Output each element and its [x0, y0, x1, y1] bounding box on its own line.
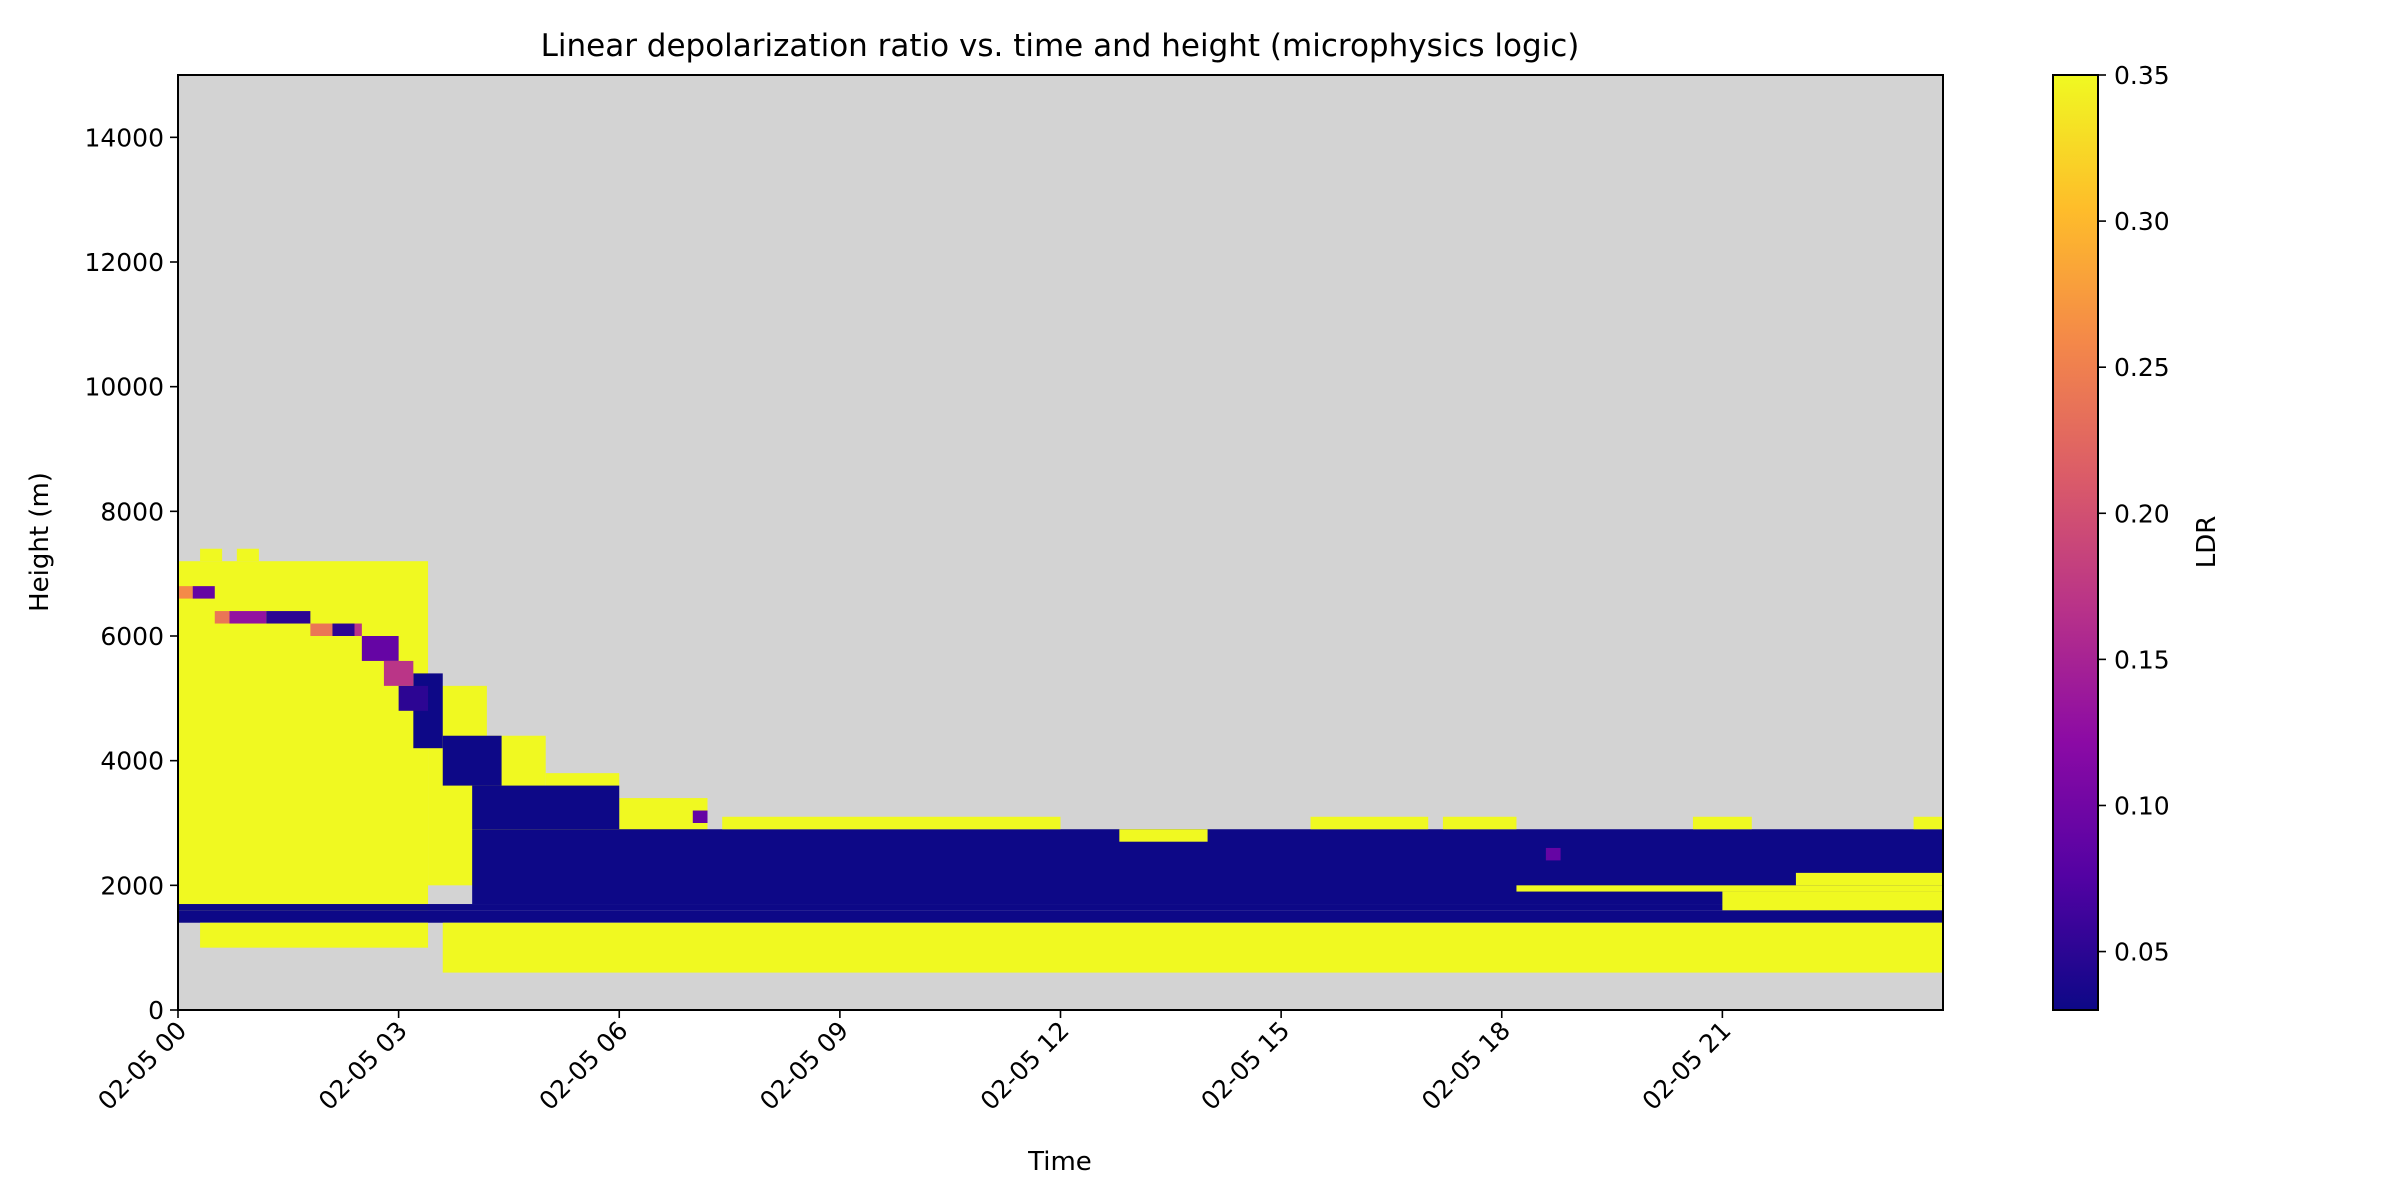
heatmap-cell: [1913, 816, 1943, 830]
x-tick-label: 02-05 12: [975, 1016, 1075, 1116]
heatmap-cell: [1795, 872, 1943, 886]
heatmap-cell: [383, 660, 414, 686]
chart-title: Linear depolarization ratio vs. time and…: [541, 28, 1580, 64]
x-tick-label: 02-05 15: [1195, 1016, 1295, 1116]
x-tick-label: 02-05 09: [754, 1016, 854, 1116]
heatmap-cell: [1722, 891, 1943, 911]
heatmap-cell: [266, 611, 311, 624]
heatmap-cell: [398, 685, 429, 711]
y-axis-label: Height (m): [25, 472, 55, 612]
heatmap-cell: [200, 548, 223, 562]
colorbar-gradient: [2052, 74, 2099, 1011]
colorbar-tick-label: 0.35: [2114, 61, 2170, 90]
heatmap-cell: [229, 611, 267, 624]
heatmap-cell: [214, 611, 230, 624]
colorbar-label: LDR: [2192, 516, 2222, 569]
x-tick-label: 02-05 06: [534, 1016, 634, 1116]
y-tick-label: 8000: [100, 497, 164, 526]
heatmap-cell: [200, 922, 429, 948]
heatmap-cell: [442, 922, 1943, 973]
heatmap-cell: [472, 785, 620, 830]
x-tick-label: 02-05 21: [1637, 1016, 1737, 1116]
y-tick-label: 14000: [84, 123, 164, 152]
y-tick-label: 0: [148, 996, 164, 1025]
x-axis-label: Time: [1027, 1147, 1092, 1177]
y-tick-label: 12000: [84, 248, 164, 277]
colorbar-tick-label: 0.15: [2114, 645, 2170, 674]
heatmap-cell: [1310, 816, 1429, 830]
heatmap-cell: [442, 735, 502, 786]
heatmap-cell: [1692, 816, 1752, 830]
colorbar-tick-label: 0.05: [2114, 938, 2170, 967]
heatmap-cell: [1442, 816, 1517, 830]
heatmap-cell: [692, 810, 708, 823]
colorbar-tick-label: 0.30: [2114, 207, 2170, 236]
heatmap-cell: [361, 636, 399, 661]
y-tick-label: 10000: [84, 373, 164, 402]
heatmap-cell: [1119, 829, 1208, 842]
y-tick-label: 2000: [100, 871, 164, 900]
x-tick-label: 02-05 18: [1416, 1016, 1516, 1116]
heatmap-cell: [1545, 847, 1561, 861]
x-tick-label: 02-05 03: [313, 1016, 413, 1116]
heatmap-cell: [354, 623, 362, 636]
heatmap-cell: [178, 586, 193, 599]
y-tick-label: 6000: [100, 622, 164, 651]
y-tick-label: 4000: [100, 747, 164, 776]
heatmap-cell: [1516, 885, 1943, 892]
colorbar-tick-label: 0.25: [2114, 353, 2170, 382]
heatmap-cell: [178, 904, 1943, 911]
heatmap-cell: [332, 623, 355, 636]
colorbar: 0.05 0.10 0.15 0.20 0.25 0.30 0.35: [2052, 61, 2170, 1011]
heatmap-cell: [413, 673, 443, 749]
heatmap-cell: [192, 586, 215, 599]
colorbar-tick-label: 0.20: [2114, 499, 2170, 528]
colorbar-tick-label: 0.10: [2114, 791, 2170, 820]
x-tick-label: 02-05 00: [92, 1016, 192, 1116]
heatmap-cell: [178, 910, 1943, 923]
plot-area: [178, 75, 1944, 1010]
heatmap-cell: [722, 816, 1061, 830]
heatmap-cell: [236, 548, 259, 562]
heatmap-cell: [310, 623, 333, 636]
